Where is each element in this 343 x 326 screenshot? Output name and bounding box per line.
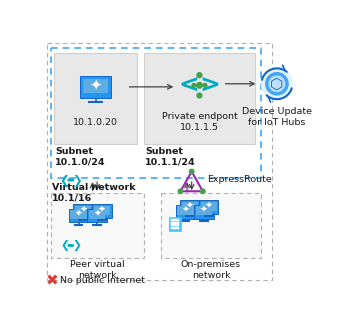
Bar	[194, 205, 214, 218]
Text: ✦: ✦	[181, 206, 189, 215]
Bar	[199, 200, 218, 214]
Text: >: >	[199, 73, 220, 97]
Text: <: <	[179, 73, 200, 97]
Bar	[174, 224, 176, 226]
Bar	[161, 193, 261, 258]
Bar	[73, 204, 93, 218]
Bar	[87, 209, 107, 222]
Text: ✦: ✦	[98, 205, 106, 214]
Bar	[51, 193, 144, 258]
Circle shape	[70, 179, 72, 181]
Circle shape	[203, 83, 207, 87]
Circle shape	[68, 245, 70, 246]
Text: ✦: ✦	[74, 210, 83, 219]
Text: ✖: ✖	[46, 274, 59, 289]
Text: ❮: ❮	[60, 240, 69, 251]
Bar	[75, 206, 91, 215]
Circle shape	[266, 73, 288, 95]
Text: Private endpont
10.1.1.5: Private endpont 10.1.1.5	[162, 112, 237, 132]
Bar	[176, 222, 179, 224]
Bar	[144, 53, 255, 144]
Circle shape	[189, 169, 194, 174]
Bar	[92, 204, 111, 218]
Bar	[171, 219, 173, 221]
Bar	[80, 76, 111, 98]
Bar	[176, 224, 179, 226]
Text: ✦: ✦	[79, 205, 87, 214]
Bar	[174, 219, 176, 221]
Circle shape	[201, 189, 205, 194]
Circle shape	[197, 93, 202, 98]
Bar	[171, 227, 173, 229]
Bar	[176, 227, 179, 229]
Circle shape	[70, 245, 72, 246]
Text: ✦: ✦	[186, 201, 194, 210]
Bar	[171, 224, 173, 226]
Text: Virtual network
10.1/16: Virtual network 10.1/16	[52, 183, 136, 202]
Bar	[83, 79, 108, 93]
Bar	[196, 206, 212, 215]
Text: ❮: ❮	[59, 173, 69, 186]
Circle shape	[178, 189, 183, 194]
Circle shape	[72, 245, 73, 246]
Text: ❯: ❯	[72, 173, 82, 186]
Bar	[182, 202, 198, 211]
Text: ✦: ✦	[205, 201, 213, 210]
Circle shape	[261, 68, 293, 99]
Bar	[94, 206, 110, 215]
Bar	[174, 222, 176, 224]
Text: Subnet
10.1.0/24: Subnet 10.1.0/24	[55, 147, 106, 166]
Bar	[89, 210, 105, 219]
Bar	[176, 219, 179, 221]
Text: ⬡: ⬡	[270, 76, 284, 91]
Text: ❯: ❯	[72, 240, 81, 251]
Bar	[168, 217, 181, 231]
Circle shape	[269, 76, 285, 92]
Text: ✦: ✦	[200, 206, 208, 215]
Circle shape	[72, 179, 73, 181]
Bar	[54, 53, 138, 144]
Text: No public internet: No public internet	[60, 276, 145, 285]
Circle shape	[192, 83, 196, 87]
Text: ✦: ✦	[93, 210, 101, 219]
Circle shape	[68, 179, 70, 181]
Bar	[51, 48, 261, 178]
Circle shape	[197, 73, 202, 78]
Bar	[70, 210, 87, 219]
Text: 10.1.0.20: 10.1.0.20	[73, 118, 118, 127]
Bar	[201, 202, 217, 211]
Bar	[177, 206, 193, 215]
Text: Peer virtual
network: Peer virtual network	[70, 260, 125, 279]
Bar	[176, 205, 195, 218]
Bar	[171, 222, 173, 224]
Bar	[174, 227, 176, 229]
Bar	[180, 200, 200, 214]
Text: On-premises
network: On-premises network	[181, 260, 241, 279]
Text: Device Update
for IoT Hubs: Device Update for IoT Hubs	[242, 107, 312, 127]
Text: ExpressRoute: ExpressRoute	[207, 175, 272, 184]
Text: Subnet
10.1.1/24: Subnet 10.1.1/24	[145, 147, 196, 166]
Circle shape	[197, 82, 202, 88]
Bar	[47, 43, 272, 280]
Text: ✦: ✦	[90, 78, 102, 93]
Bar	[69, 209, 88, 222]
